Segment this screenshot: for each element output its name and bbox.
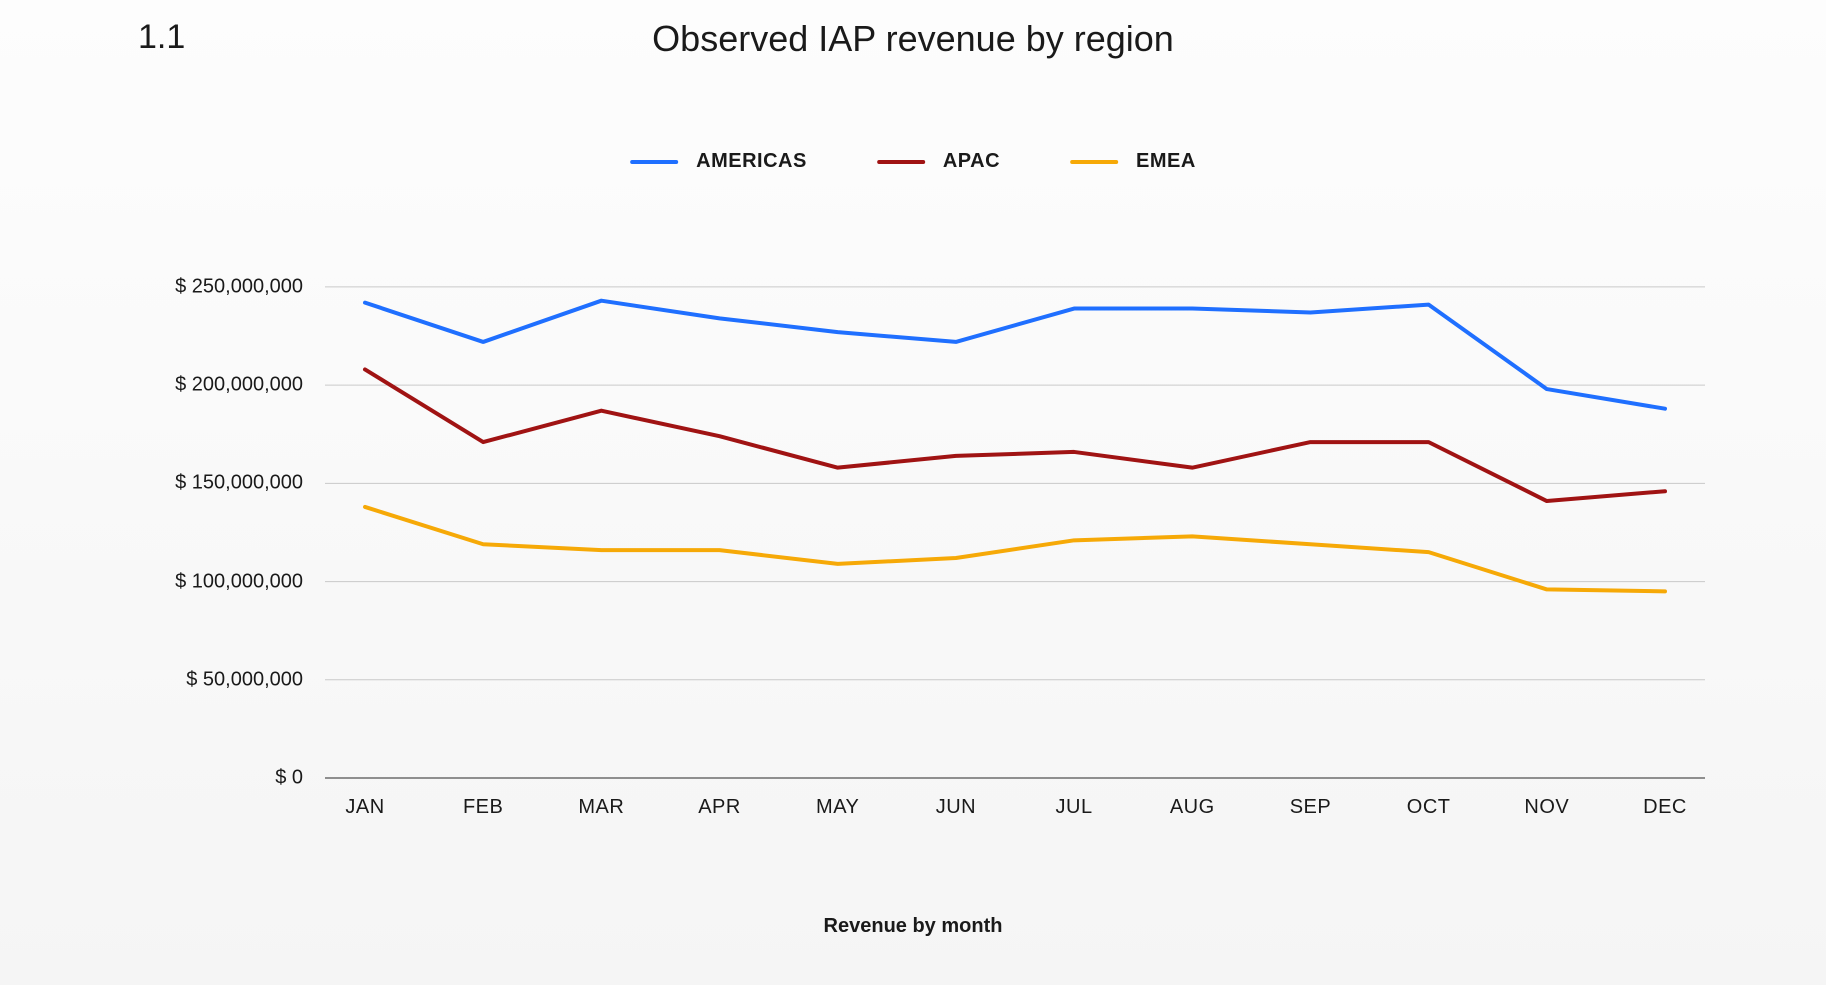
legend-label: APAC <box>943 150 1000 173</box>
x-tick-label: FEB <box>463 778 503 819</box>
chart-title: Observed IAP revenue by region <box>652 18 1174 60</box>
x-tick-label: MAY <box>816 778 859 819</box>
x-tick-label: JUN <box>936 778 976 819</box>
plot-area: $ 0$ 50,000,000$ 100,000,000$ 150,000,00… <box>325 228 1705 778</box>
y-tick-label: $ 150,000,000 <box>175 472 325 495</box>
series-line <box>365 369 1665 501</box>
series-line <box>365 507 1665 591</box>
y-tick-label: $ 50,000,000 <box>186 668 325 691</box>
figure-number: 1.1 <box>138 18 185 57</box>
x-tick-label: MAR <box>578 778 624 819</box>
x-axis-title: Revenue by month <box>824 915 1003 938</box>
x-tick-label: JUL <box>1056 778 1093 819</box>
x-tick-label: APR <box>698 778 741 819</box>
x-tick-label: SEP <box>1290 778 1332 819</box>
x-tick-label: AUG <box>1170 778 1215 819</box>
legend: AMERICAS APAC EMEA <box>630 150 1196 173</box>
y-tick-label: $ 0 <box>275 767 325 790</box>
legend-swatch <box>877 160 925 164</box>
chart-container: 1.1 Observed IAP revenue by region AMERI… <box>0 0 1826 985</box>
legend-label: AMERICAS <box>696 150 807 173</box>
legend-item: EMEA <box>1070 150 1196 173</box>
legend-item: AMERICAS <box>630 150 807 173</box>
x-tick-label: NOV <box>1524 778 1569 819</box>
y-tick-label: $ 100,000,000 <box>175 570 325 593</box>
x-tick-label: JAN <box>345 778 384 819</box>
y-tick-label: $ 250,000,000 <box>175 275 325 298</box>
legend-label: EMEA <box>1136 150 1196 173</box>
x-tick-label: DEC <box>1643 778 1687 819</box>
series-line <box>365 301 1665 409</box>
legend-item: APAC <box>877 150 1000 173</box>
legend-swatch <box>1070 160 1118 164</box>
series-lines <box>325 228 1705 778</box>
legend-swatch <box>630 160 678 164</box>
y-tick-label: $ 200,000,000 <box>175 374 325 397</box>
x-tick-label: OCT <box>1407 778 1451 819</box>
